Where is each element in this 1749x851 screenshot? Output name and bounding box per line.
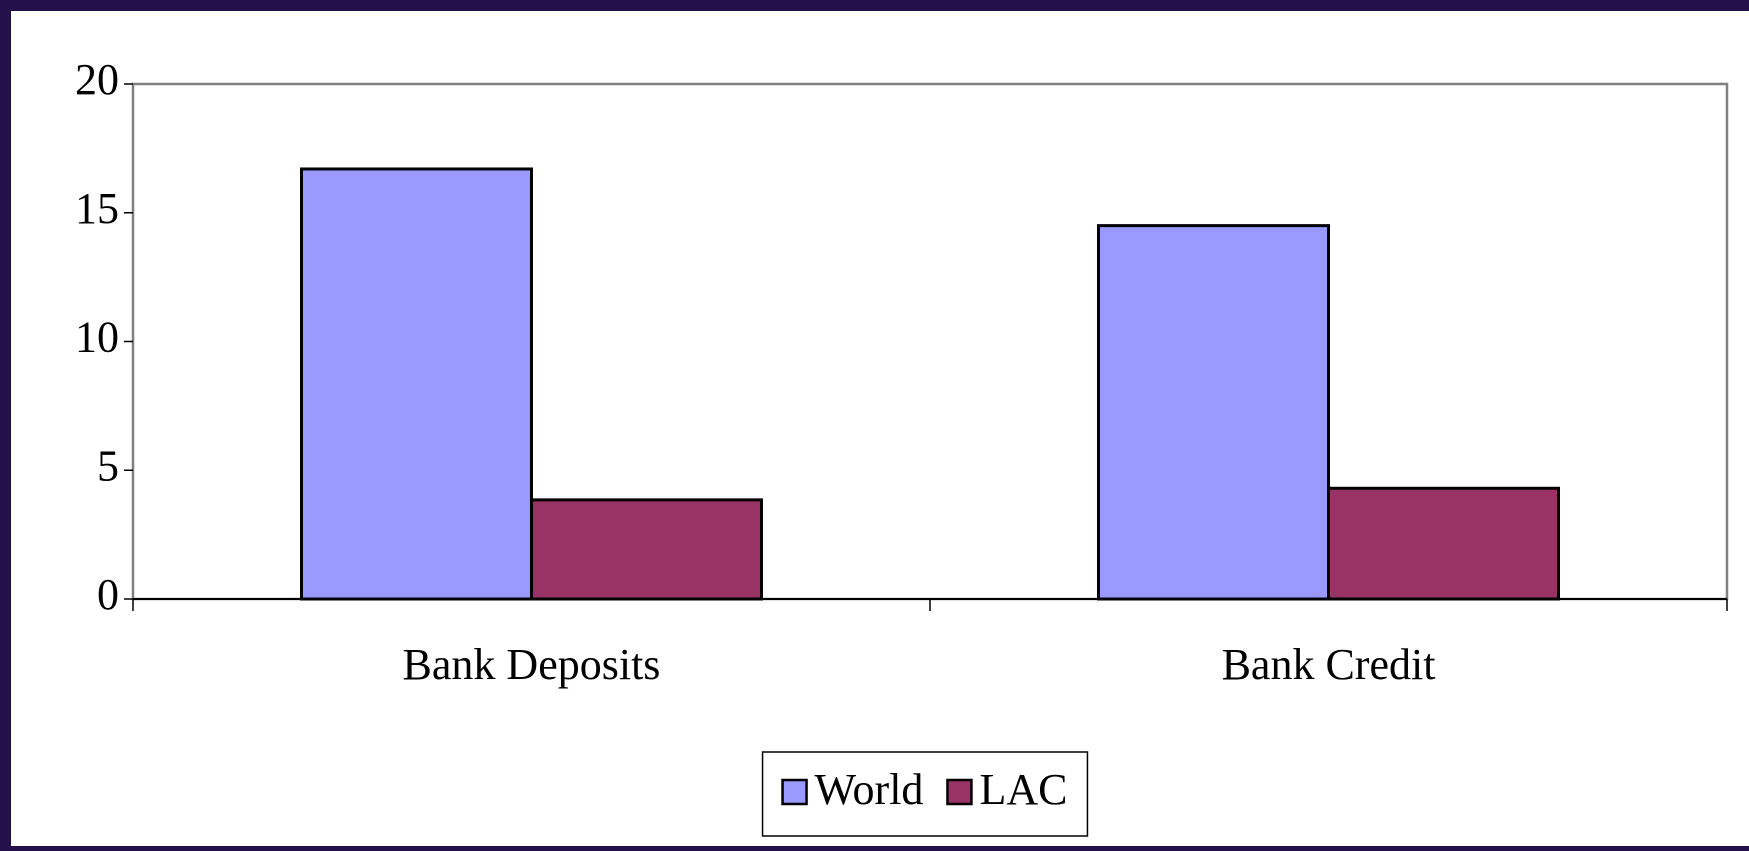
bar [1327,486,1560,601]
legend-label: World [815,765,924,814]
y-tick-label: 20 [75,55,119,104]
y-tick-label: 15 [75,184,119,233]
y-tick-label: 5 [97,441,119,490]
bar [1097,224,1330,601]
chart-background [11,11,1749,846]
bar [300,167,533,601]
legend-label: LAC [979,765,1067,814]
y-tick-label: 10 [75,313,119,362]
legend-swatch [781,778,808,806]
bar [530,498,763,601]
y-tick-label: 0 [97,570,119,619]
x-tick-label: Bank Deposits [403,640,661,689]
x-tick-label: Bank Credit [1222,640,1436,689]
legend [761,751,1089,837]
legend-swatch [946,778,973,806]
